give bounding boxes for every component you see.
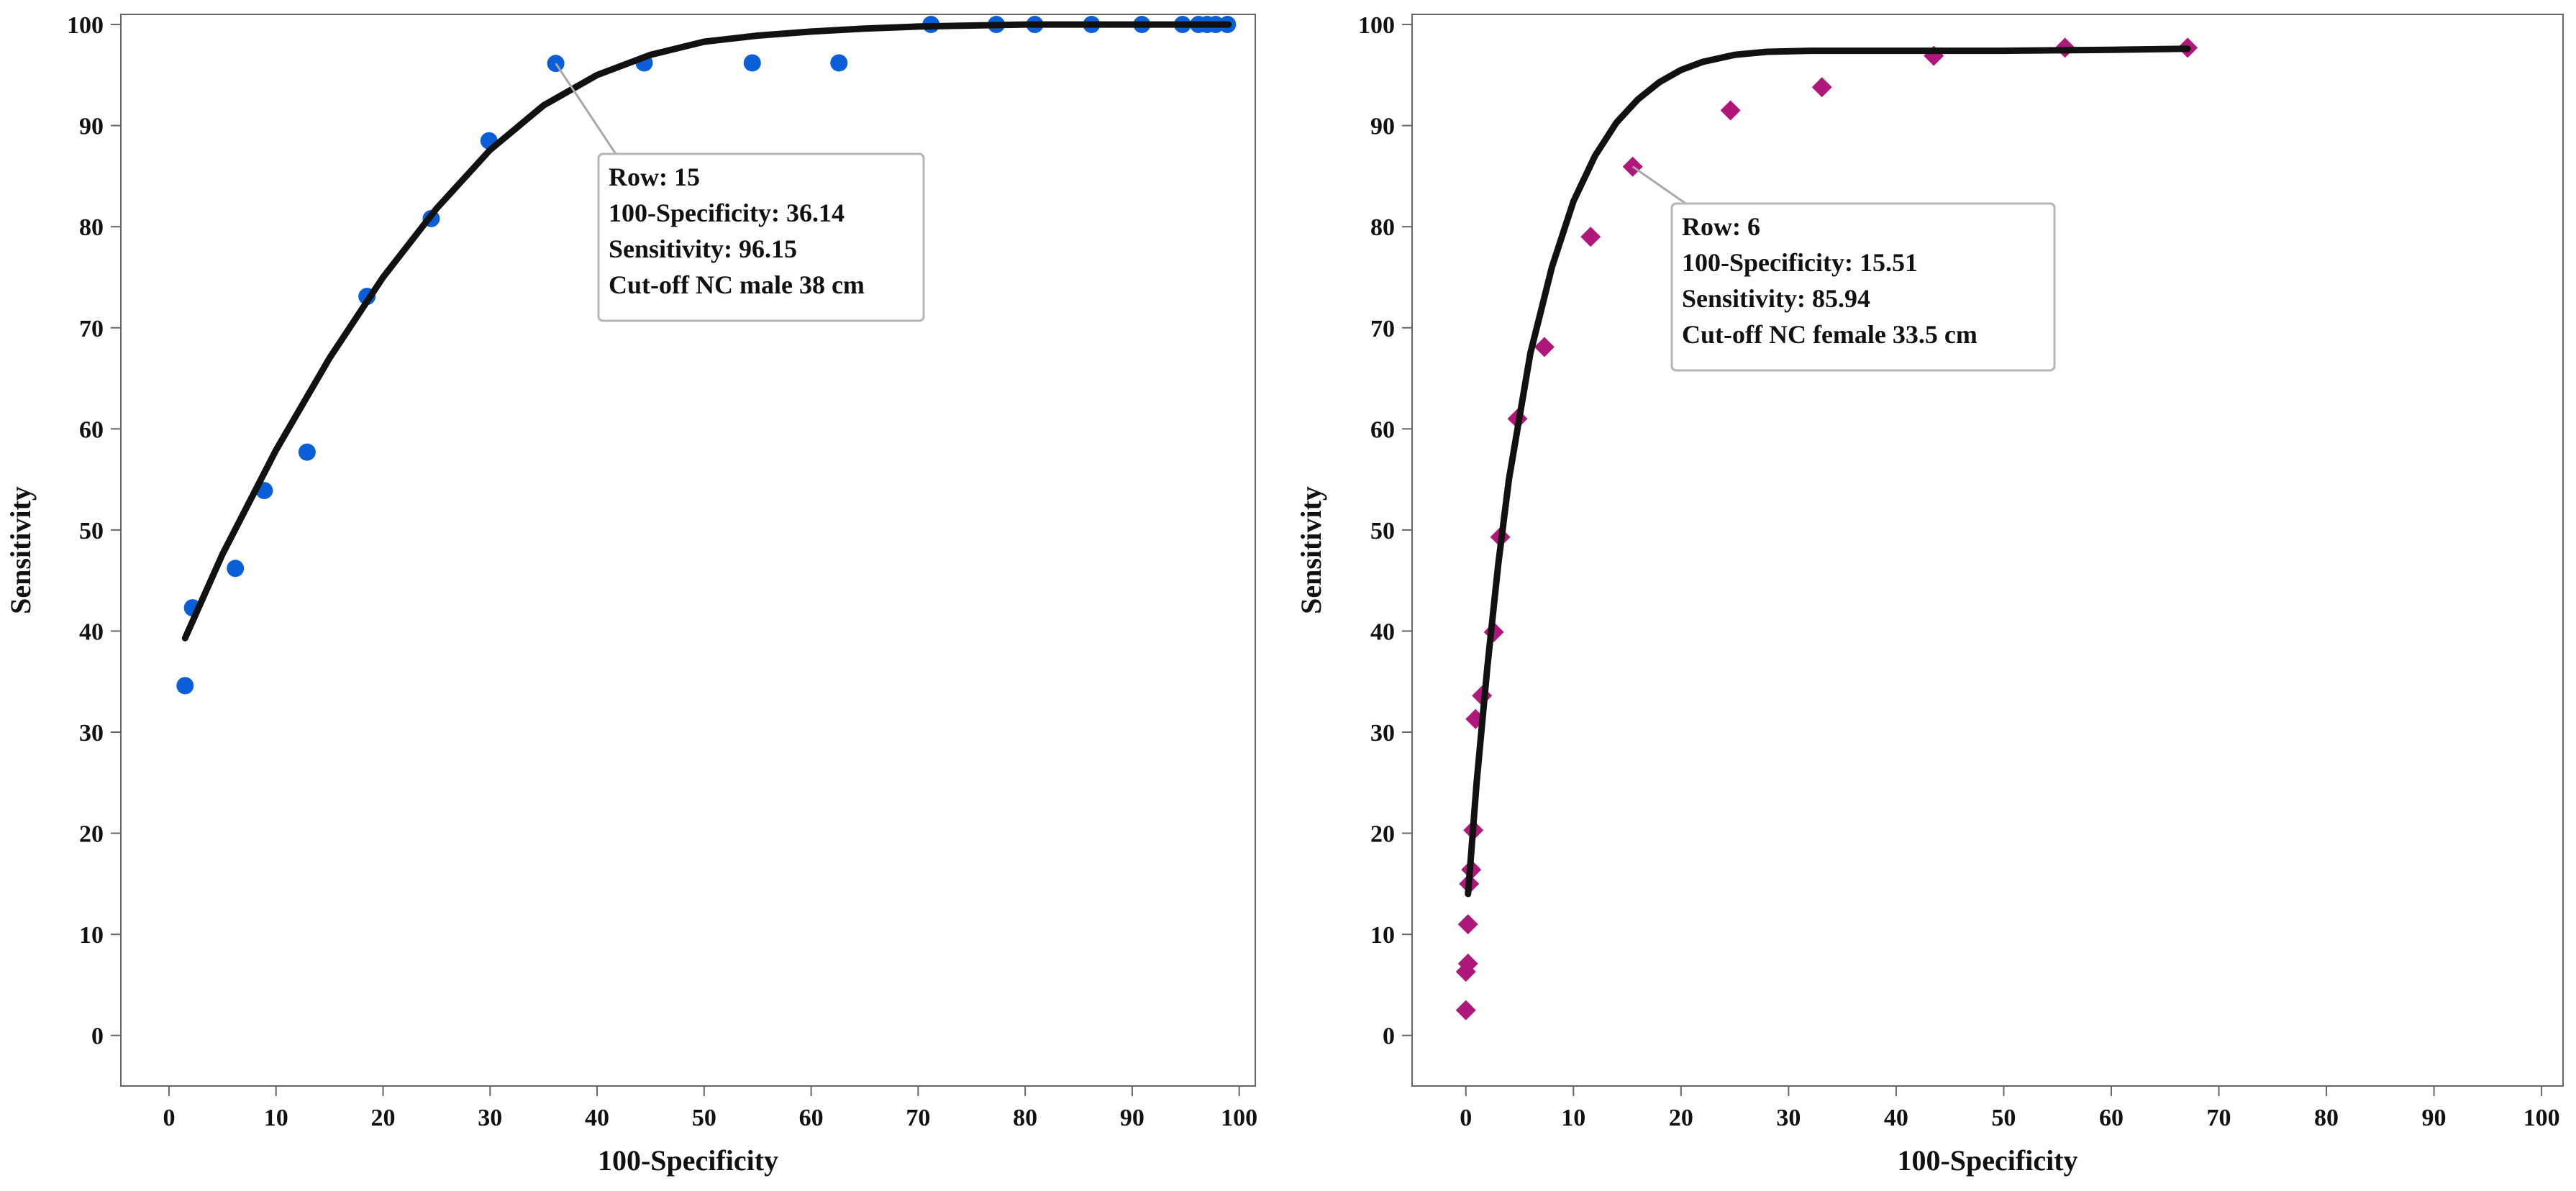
x-tick-label: 30 — [1776, 1105, 1801, 1131]
plot-frame — [120, 14, 1256, 1087]
x-tick-label: 0 — [163, 1105, 175, 1131]
x-tick-label: 70 — [2206, 1105, 2231, 1131]
x-tick-label: 80 — [1013, 1105, 1037, 1131]
x-tick-label: 90 — [1120, 1105, 1144, 1131]
data-point — [1457, 953, 1478, 974]
x-axis-title: 100-Specificity — [598, 1144, 778, 1177]
plot-frame — [1411, 14, 2564, 1087]
annotation-leader-line — [555, 63, 620, 159]
x-tick-label: 20 — [370, 1105, 395, 1131]
data-point — [176, 677, 194, 695]
data-point — [1457, 914, 1478, 935]
y-tick-label: 70 — [1370, 316, 1395, 342]
data-point — [1811, 77, 1832, 98]
x-axis-title: 100-Specificity — [1897, 1144, 2077, 1177]
annotation-line: Sensitivity: 85.94 — [1682, 284, 1870, 313]
y-tick-label: 90 — [1370, 114, 1395, 140]
x-tick-label: 50 — [1991, 1105, 2016, 1131]
x-tick-label: 80 — [2314, 1105, 2339, 1131]
data-point — [1455, 1000, 1476, 1021]
data-point — [1534, 337, 1555, 357]
y-tick-label: 50 — [79, 518, 104, 544]
y-tick-label: 10 — [1370, 922, 1395, 949]
x-tick-label: 10 — [1561, 1105, 1585, 1131]
x-tick-label: 0 — [1460, 1105, 1472, 1131]
y-tick-label: 80 — [79, 214, 104, 241]
y-tick-label: 30 — [1370, 720, 1395, 747]
y-axis-title: Sensitivity — [4, 486, 37, 614]
y-tick-label: 90 — [79, 114, 104, 140]
annotation-line: 100-Specificity: 15.51 — [1682, 248, 1918, 277]
y-axis-title: Sensitivity — [1295, 486, 1327, 614]
data-point — [227, 560, 245, 578]
y-tick-label: 30 — [79, 720, 104, 747]
x-tick-label: 30 — [478, 1105, 502, 1131]
x-tick-label: 40 — [1884, 1105, 1908, 1131]
x-tick-label: 60 — [2099, 1105, 2124, 1131]
y-tick-label: 10 — [79, 922, 104, 949]
x-tick-label: 100 — [1221, 1105, 1257, 1131]
fitted-curve — [181, 21, 1232, 642]
annotation-box — [597, 152, 925, 322]
y-tick-label: 40 — [1370, 619, 1395, 645]
data-point — [1720, 100, 1741, 121]
female-roc-chart: 0 10 20 30 40 50 60 70 80 90 100 0 10 20 30 40 50 60 70 80 9… — [1295, 12, 2564, 1177]
y-tick-label: 0 — [91, 1023, 104, 1050]
annotation-leader-line — [1631, 165, 1693, 209]
y-tick-label: 60 — [1370, 416, 1395, 443]
fitted-curve — [1465, 45, 2191, 898]
annotation-line: Sensitivity: 96.15 — [609, 234, 797, 263]
y-tick-label: 70 — [79, 316, 104, 342]
x-tick-label: 100 — [2523, 1105, 2560, 1131]
data-point — [743, 54, 761, 72]
y-tick-label: 60 — [79, 416, 104, 443]
y-tick-label: 0 — [1383, 1023, 1395, 1050]
x-tick-label: 20 — [1669, 1105, 1693, 1131]
annotation-box — [1670, 202, 2056, 372]
x-tick-label: 40 — [585, 1105, 609, 1131]
x-tick-label: 10 — [264, 1105, 288, 1131]
x-tick-label: 50 — [692, 1105, 716, 1131]
x-tick-label: 70 — [906, 1105, 930, 1131]
annotation-line: Cut-off NC female 33.5 cm — [1682, 320, 1977, 349]
y-tick-label: 100 — [1358, 12, 1395, 39]
y-tick-label: 50 — [1370, 518, 1395, 544]
x-tick-label: 60 — [799, 1105, 824, 1131]
annotation-line: Cut-off NC male 38 cm — [609, 270, 865, 299]
y-tick-label: 20 — [79, 821, 104, 848]
y-tick-label: 80 — [1370, 214, 1395, 241]
y-tick-label: 20 — [1370, 821, 1395, 848]
data-point — [830, 54, 848, 72]
data-point — [1924, 45, 1944, 66]
annotation-line: 100-Specificity: 36.14 — [609, 198, 845, 227]
annotation-line: Row: 15 — [609, 163, 700, 191]
data-point — [298, 443, 316, 461]
y-tick-label: 100 — [67, 12, 104, 39]
x-tick-label: 90 — [2422, 1105, 2447, 1131]
y-tick-label: 40 — [79, 619, 104, 645]
male-roc-chart: 0 10 20 30 40 50 60 70 80 90 100 0 10 20 30 40 50 60 70 80 9… — [4, 12, 1257, 1177]
annotation-line: Row: 6 — [1682, 212, 1760, 241]
data-point — [1580, 227, 1601, 247]
